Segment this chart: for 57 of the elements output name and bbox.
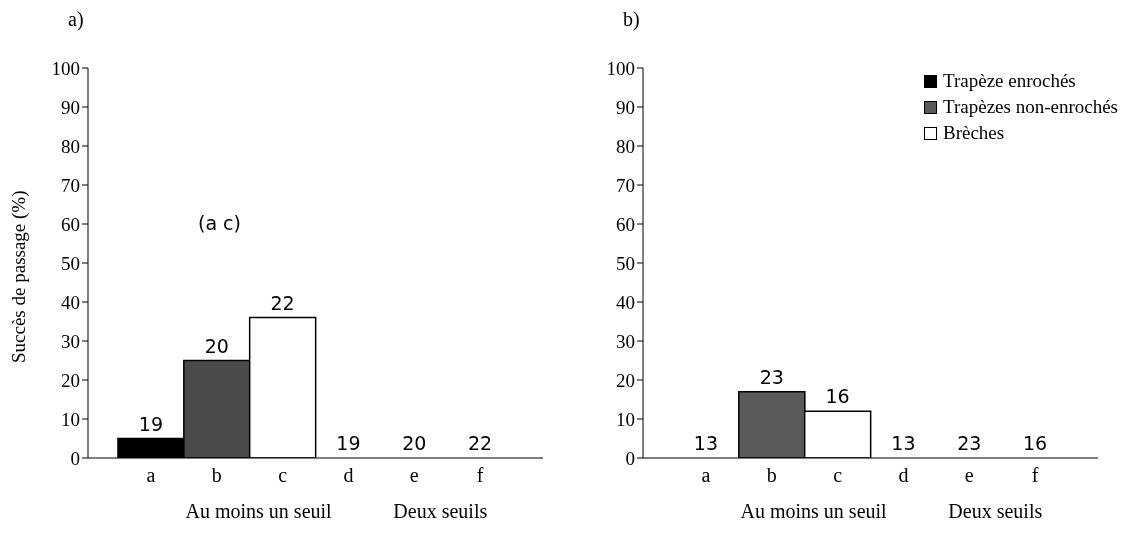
y-tick-label: 10 — [616, 408, 635, 430]
y-tick-label: 80 — [61, 135, 80, 157]
chart-title: a) — [68, 8, 84, 31]
y-tick-label: 10 — [61, 408, 80, 430]
x-tick-label: a — [701, 464, 711, 486]
y-axis-title: Succès de passage (%) — [7, 190, 30, 363]
x-tick-label: e — [964, 464, 974, 486]
x-tick-label: d — [898, 464, 909, 486]
y-tick-label: 0 — [70, 447, 80, 469]
legend-label: Trapèzes non-enrochés — [942, 95, 1118, 119]
x-tick-label: b — [211, 464, 222, 486]
y-tick-label: 80 — [616, 135, 635, 157]
y-tick-label: 90 — [61, 96, 80, 118]
annotation: 19 — [138, 412, 164, 435]
annotation: 23 — [759, 365, 784, 388]
x-tick-label: e — [409, 464, 419, 486]
legend-label: Brèches — [942, 121, 1006, 145]
annotation: 20 — [204, 334, 229, 357]
annotation: 22 — [270, 291, 295, 314]
y-tick-label: 0 — [625, 447, 635, 469]
y-tick-label: 100 — [51, 57, 80, 79]
y-tick-label: 70 — [616, 174, 635, 196]
annotation: 22 — [467, 432, 493, 454]
text: Deux seuils — [393, 500, 488, 523]
y-tick-label: 40 — [616, 291, 635, 313]
text: Au moins un seuil — [740, 500, 887, 523]
x-tick-label: d — [343, 464, 354, 486]
y-tick-label: 40 — [61, 291, 80, 313]
x-tick-label: c — [833, 464, 843, 486]
annotation: 13 — [693, 432, 719, 454]
legend-label: Trapèze enrochés — [942, 69, 1077, 93]
chart-title: b) — [623, 8, 640, 31]
x-tick-label: f — [476, 464, 484, 486]
annotation: 23 — [957, 432, 982, 454]
y-tick-label: 30 — [61, 330, 80, 352]
y-tick-label: 70 — [61, 174, 80, 196]
annotation: 13 — [891, 432, 916, 454]
x-tick-label: a — [146, 464, 156, 486]
annotation: 19 — [336, 432, 361, 454]
annotation: 16 — [1022, 432, 1048, 454]
x-tick-label: b — [766, 464, 777, 486]
x-tick-label: c — [278, 464, 288, 486]
text: Deux seuils — [948, 500, 1043, 523]
y-tick-label: 20 — [616, 369, 635, 391]
x-tick-label: f — [1031, 464, 1039, 486]
y-tick-label: 20 — [61, 369, 80, 391]
y-tick-label: 50 — [61, 252, 80, 274]
annotation: 20 — [402, 432, 427, 454]
y-tick-label: 100 — [606, 57, 635, 79]
annotation: 16 — [825, 385, 850, 408]
y-tick-label: 50 — [616, 252, 635, 274]
annotation: (a c) — [198, 212, 241, 235]
y-tick-label: 30 — [616, 330, 635, 352]
y-tick-label: 90 — [616, 96, 635, 118]
text: Au moins un seuil — [185, 500, 332, 523]
y-tick-label: 60 — [61, 213, 80, 235]
y-tick-label: 60 — [616, 213, 635, 235]
